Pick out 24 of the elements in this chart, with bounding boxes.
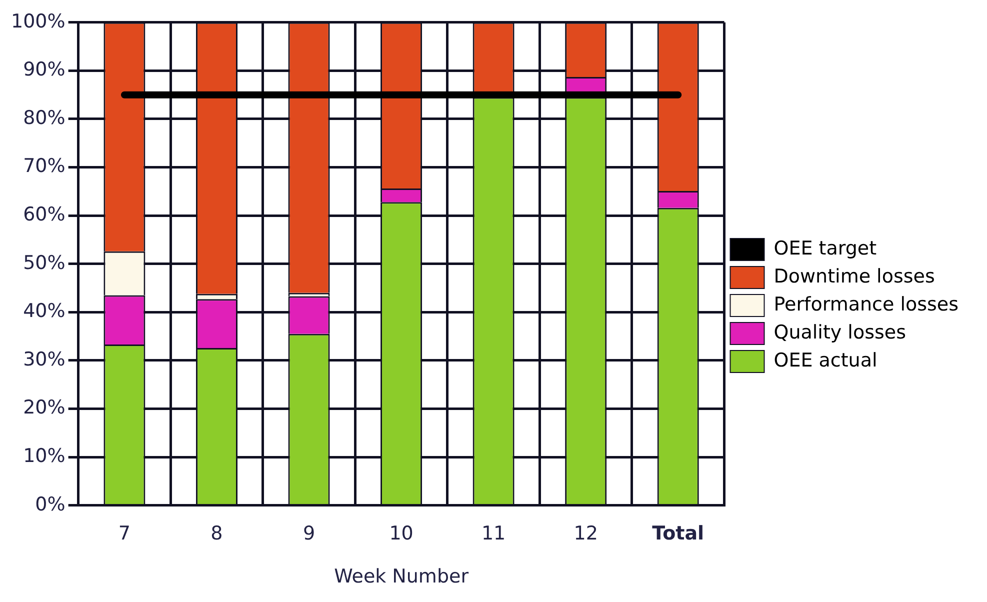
x-tick-label: 8 (210, 522, 223, 545)
y-tick-label: 80% (23, 106, 66, 129)
y-tick-label: 40% (23, 300, 66, 322)
legend-label: Performance losses (774, 293, 958, 316)
x-tick-label: 9 (302, 522, 316, 545)
x-tick-label: Total (652, 522, 704, 545)
x-tick-label: 10 (389, 522, 414, 545)
x-tick-label: 7 (118, 522, 131, 545)
y-tick-label: 60% (23, 204, 66, 226)
x-tick-label: 11 (481, 522, 506, 545)
legend-label: OEE actual (774, 349, 878, 372)
y-tick-label: 70% (23, 155, 66, 178)
x-tick-label: 12 (574, 522, 598, 545)
legend-label: OEE target (774, 237, 877, 260)
y-tick-label: 0% (35, 493, 66, 516)
y-tick-label: 100% (10, 10, 66, 32)
y-tick-label: 90% (23, 58, 66, 81)
y-tick-label: 30% (23, 348, 66, 370)
y-tick-label: 20% (23, 396, 66, 419)
legend-label: Quality losses (774, 321, 906, 344)
legend-label: Downtime losses (774, 265, 935, 288)
x-axis-title: Week Number (334, 566, 469, 588)
y-tick-label: 10% (23, 445, 66, 468)
y-tick-label: 50% (23, 252, 66, 274)
